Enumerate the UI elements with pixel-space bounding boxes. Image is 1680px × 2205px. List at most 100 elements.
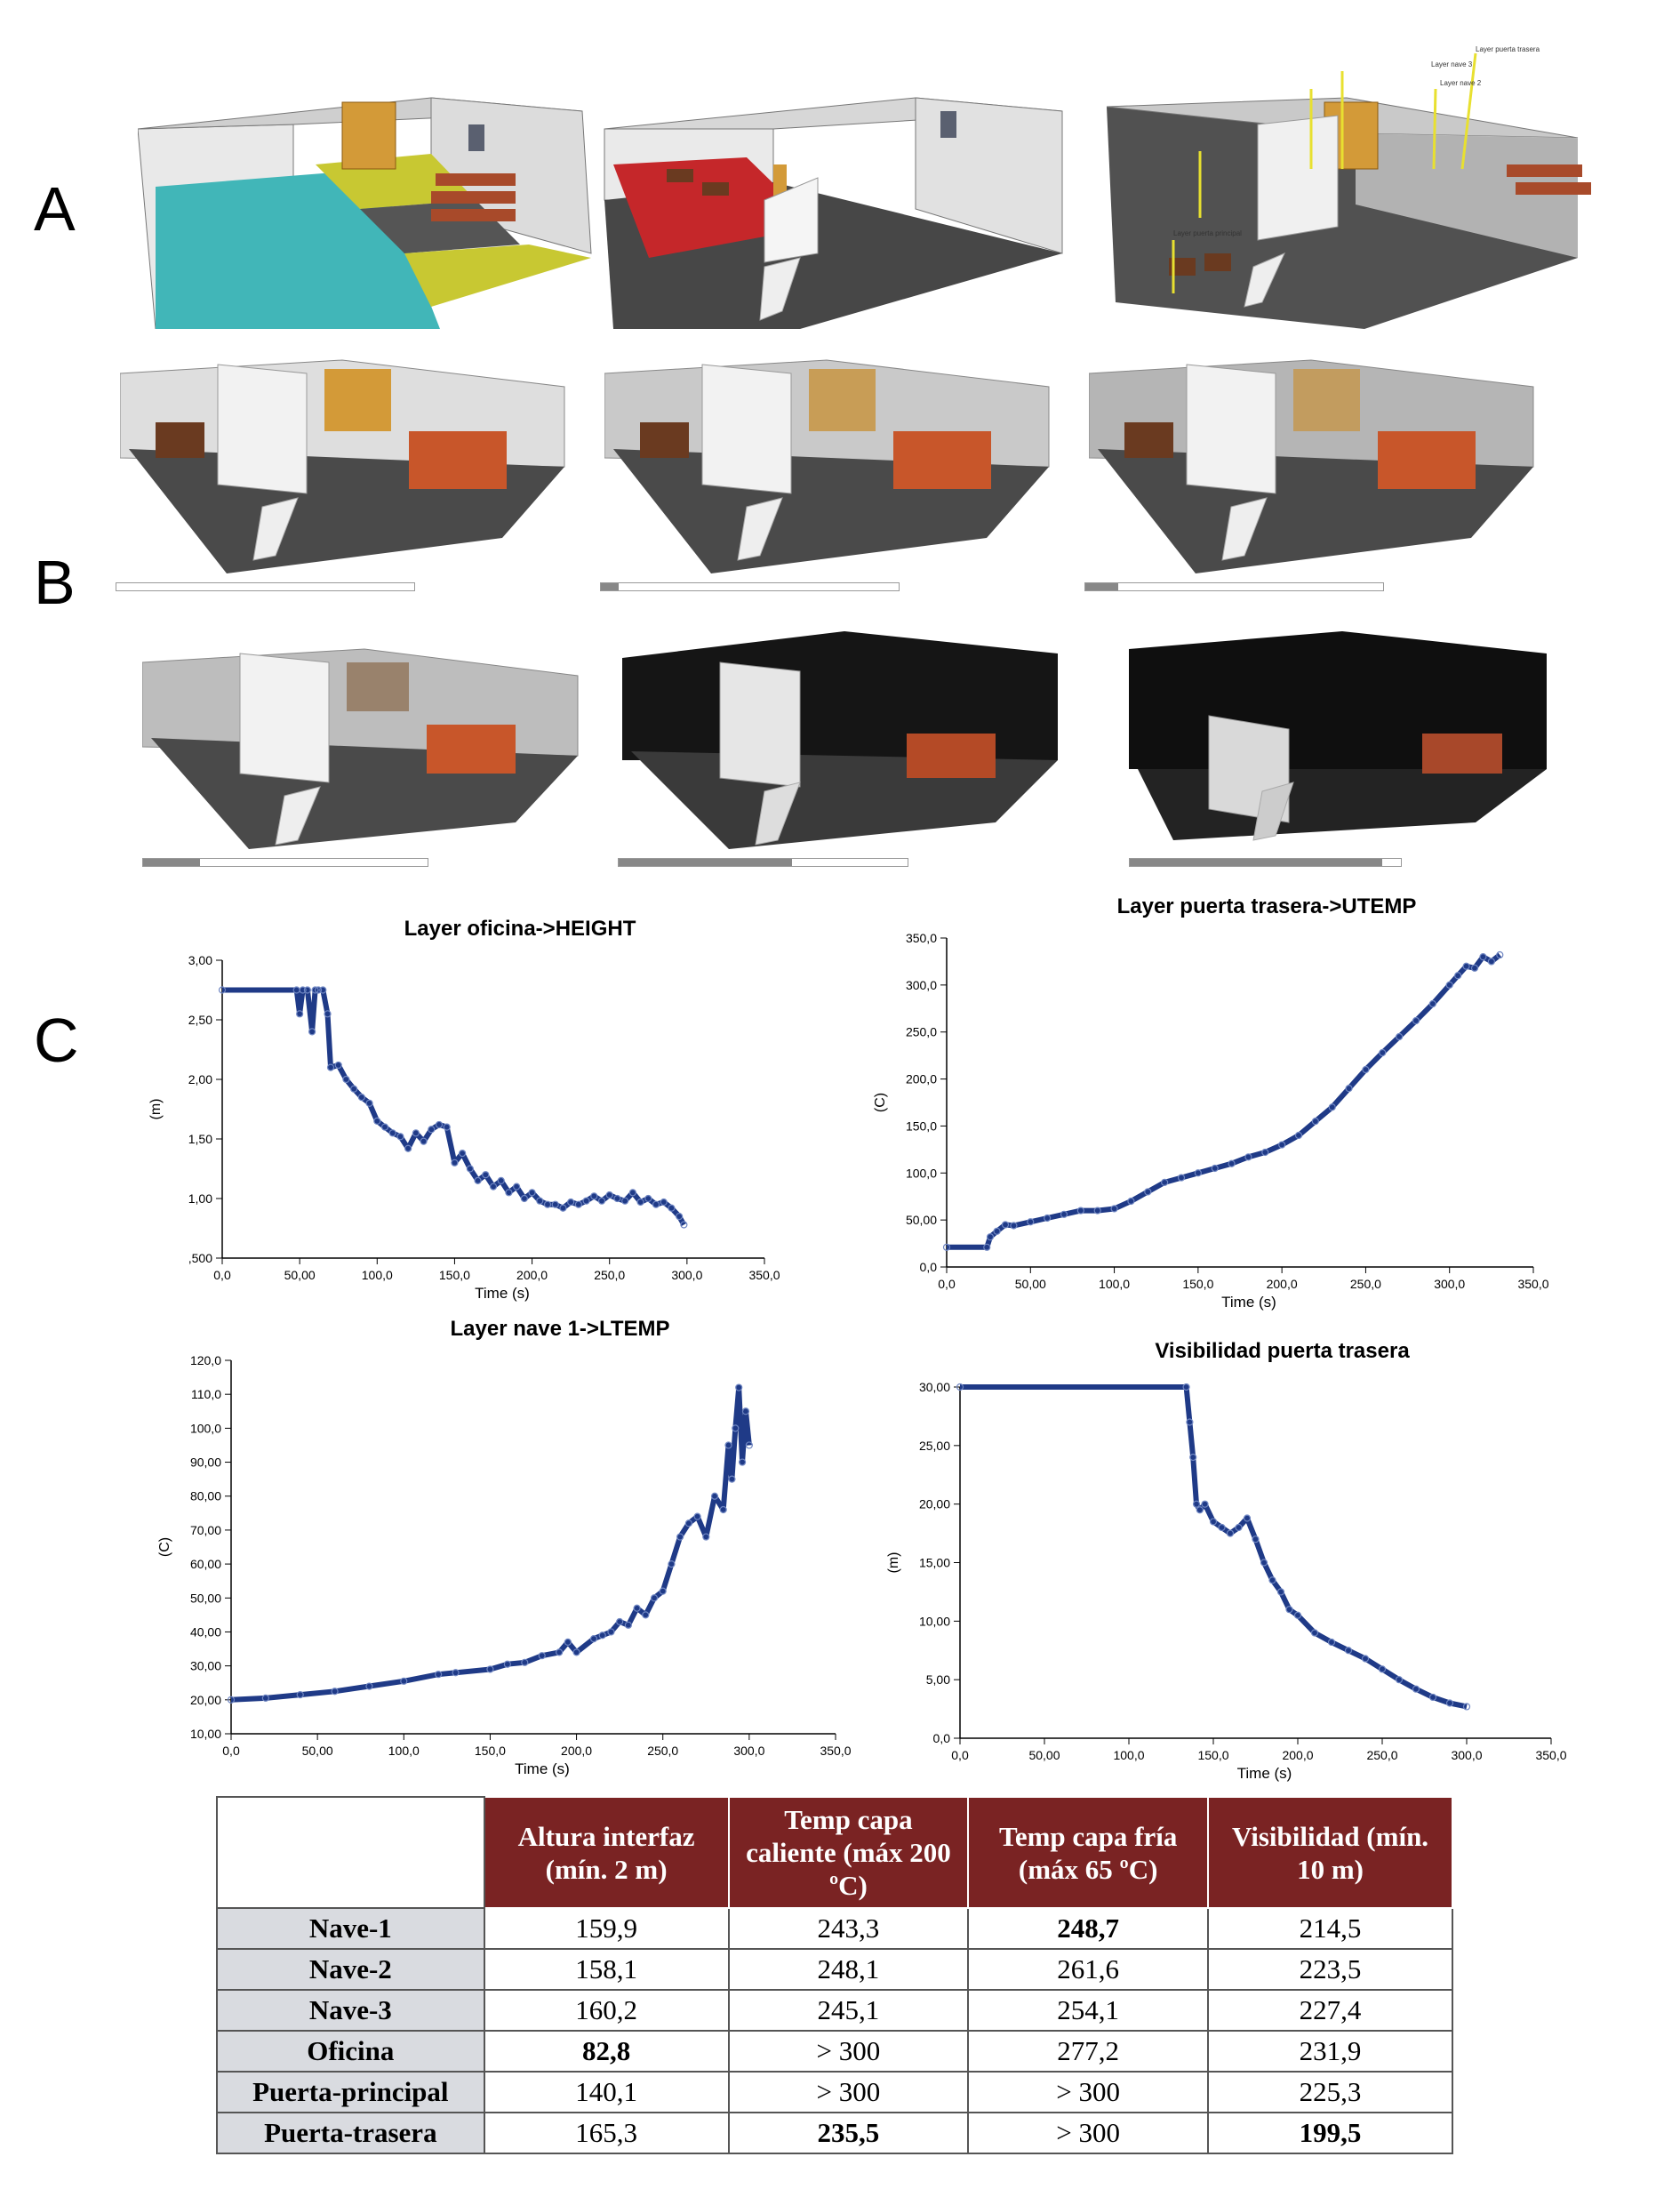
x-tick-label: 50,00 bbox=[1015, 1277, 1046, 1291]
data-point bbox=[1428, 999, 1436, 1008]
x-tick-label: 100,0 bbox=[388, 1744, 420, 1758]
data-point bbox=[684, 1519, 692, 1527]
series-line bbox=[960, 1384, 1468, 1710]
x-tick-label: 300,0 bbox=[733, 1744, 764, 1758]
data-point bbox=[459, 1149, 467, 1158]
data-point bbox=[613, 1194, 621, 1203]
data-point bbox=[1344, 1647, 1353, 1655]
data-point bbox=[1345, 1085, 1353, 1093]
y-tick-label: 200,0 bbox=[906, 1072, 937, 1086]
data-point bbox=[412, 1129, 420, 1137]
table-row: Nave-2 158,1 248,1 261,6 223,5 bbox=[216, 1948, 1453, 1991]
data-point bbox=[621, 1197, 629, 1205]
table-cell: 140,1 bbox=[483, 2071, 730, 2113]
data-point bbox=[486, 1665, 494, 1673]
data-point bbox=[741, 1407, 750, 1415]
y-axis-label: (C) bbox=[157, 1537, 172, 1557]
data-point bbox=[1445, 1699, 1454, 1707]
y-tick-label: 0,0 bbox=[933, 1731, 951, 1745]
data-point bbox=[308, 1028, 316, 1036]
data-point bbox=[536, 1197, 544, 1205]
data-point bbox=[1211, 1164, 1219, 1173]
row-header-cell: Nave-1 bbox=[216, 1907, 485, 1950]
chart-title: Visibilidad puerta trasera bbox=[1155, 1339, 1410, 1363]
y-tick-label: 30,00 bbox=[190, 1659, 221, 1673]
data-point bbox=[607, 1628, 615, 1636]
panel-label-a: A bbox=[34, 174, 76, 244]
data-point bbox=[261, 1694, 269, 1703]
data-point bbox=[1001, 1221, 1010, 1229]
chart-title: Layer nave 1->LTEMP bbox=[451, 1317, 670, 1341]
data-point bbox=[1276, 1588, 1285, 1596]
x-tick-label: 250,0 bbox=[647, 1744, 678, 1758]
chart-layer-puerta-trasera-utemp: Layer puerta trasera->UTEMP 0,0 50,00 100,0… bbox=[873, 894, 1549, 1311]
data-point bbox=[597, 1197, 606, 1205]
simulation-progress-bar bbox=[600, 582, 900, 591]
x-tick-label: 250,0 bbox=[1350, 1277, 1381, 1291]
table-cell: 223,5 bbox=[1207, 1948, 1453, 1991]
data-point bbox=[636, 1198, 644, 1207]
data-point bbox=[659, 1587, 667, 1595]
data-point bbox=[497, 1176, 505, 1184]
data-point bbox=[324, 1010, 332, 1018]
y-tick-label: 1,00 bbox=[188, 1191, 212, 1206]
y-tick-label: 5,00 bbox=[926, 1672, 950, 1687]
data-point bbox=[296, 1010, 304, 1018]
x-tick-label: 0,0 bbox=[938, 1277, 956, 1291]
table-cell: 277,2 bbox=[967, 2030, 1210, 2073]
data-point bbox=[1454, 972, 1462, 980]
data-point bbox=[719, 1505, 727, 1514]
data-point bbox=[543, 1200, 552, 1208]
x-tick-label: 300,0 bbox=[1434, 1277, 1465, 1291]
y-tick-label: 50,00 bbox=[906, 1213, 937, 1227]
data-point bbox=[1144, 1188, 1152, 1196]
data-point bbox=[1226, 1529, 1235, 1537]
results-table: Altura interfaz (mín. 2 m) Temp capa cal… bbox=[216, 1796, 1453, 2154]
data-point bbox=[303, 986, 311, 994]
y-tick-label: 70,00 bbox=[190, 1523, 221, 1537]
y-tick-label: 120,0 bbox=[190, 1353, 221, 1367]
building-model-office bbox=[604, 97, 1063, 329]
table-cell: 243,3 bbox=[727, 1907, 970, 1950]
data-point bbox=[1293, 1611, 1302, 1619]
simulation-frame bbox=[1129, 631, 1547, 841]
data-point bbox=[1462, 1703, 1471, 1711]
data-point bbox=[1252, 1535, 1260, 1544]
data-point bbox=[428, 1126, 436, 1134]
data-point bbox=[1189, 1453, 1197, 1462]
data-point bbox=[572, 1648, 580, 1656]
y-tick-label: ,500 bbox=[188, 1251, 212, 1265]
table-cell: 245,1 bbox=[727, 1989, 970, 2032]
table-header-cell: Altura interfaz (mín. 2 m) bbox=[483, 1796, 730, 1909]
data-point bbox=[1110, 1205, 1118, 1213]
data-point bbox=[556, 1648, 564, 1656]
simulation-progress-bar bbox=[1084, 582, 1384, 591]
data-point bbox=[1127, 1197, 1135, 1206]
data-point bbox=[1462, 962, 1470, 970]
panel-label-b: B bbox=[34, 548, 76, 617]
data-point bbox=[443, 1123, 451, 1131]
data-point bbox=[986, 1233, 995, 1241]
x-tick-label: 200,0 bbox=[561, 1744, 592, 1758]
y-tick-label: 50,00 bbox=[190, 1591, 221, 1605]
table-row: Nave-1 159,9 243,3 248,7 214,5 bbox=[216, 1907, 1453, 1950]
x-tick-label: 0,0 bbox=[222, 1744, 240, 1758]
x-tick-label: 150,0 bbox=[1197, 1748, 1228, 1762]
data-point bbox=[1076, 1207, 1084, 1215]
simulation-frame bbox=[1089, 359, 1534, 573]
data-point bbox=[1060, 1210, 1068, 1218]
y-tick-label: 150,0 bbox=[906, 1119, 937, 1133]
table-cell: 165,3 bbox=[483, 2112, 730, 2154]
y-tick-label: 100,0 bbox=[906, 1166, 937, 1180]
row-header-cell: Oficina bbox=[216, 2030, 485, 2073]
data-point bbox=[1196, 1506, 1204, 1514]
data-point bbox=[1361, 1655, 1370, 1663]
y-axis-label: (m) bbox=[148, 1099, 164, 1120]
data-point bbox=[745, 1441, 753, 1449]
table-cell: 160,2 bbox=[483, 1989, 730, 2032]
x-tick-label: 150,0 bbox=[439, 1268, 470, 1282]
chart-layer-nave1-ltemp: Layer nave 1->LTEMP 0,0 50,00 100,0 150,0 200… bbox=[157, 1317, 852, 1777]
data-point bbox=[644, 1194, 652, 1203]
simulation-frame bbox=[142, 648, 579, 849]
data-point bbox=[296, 1690, 304, 1699]
